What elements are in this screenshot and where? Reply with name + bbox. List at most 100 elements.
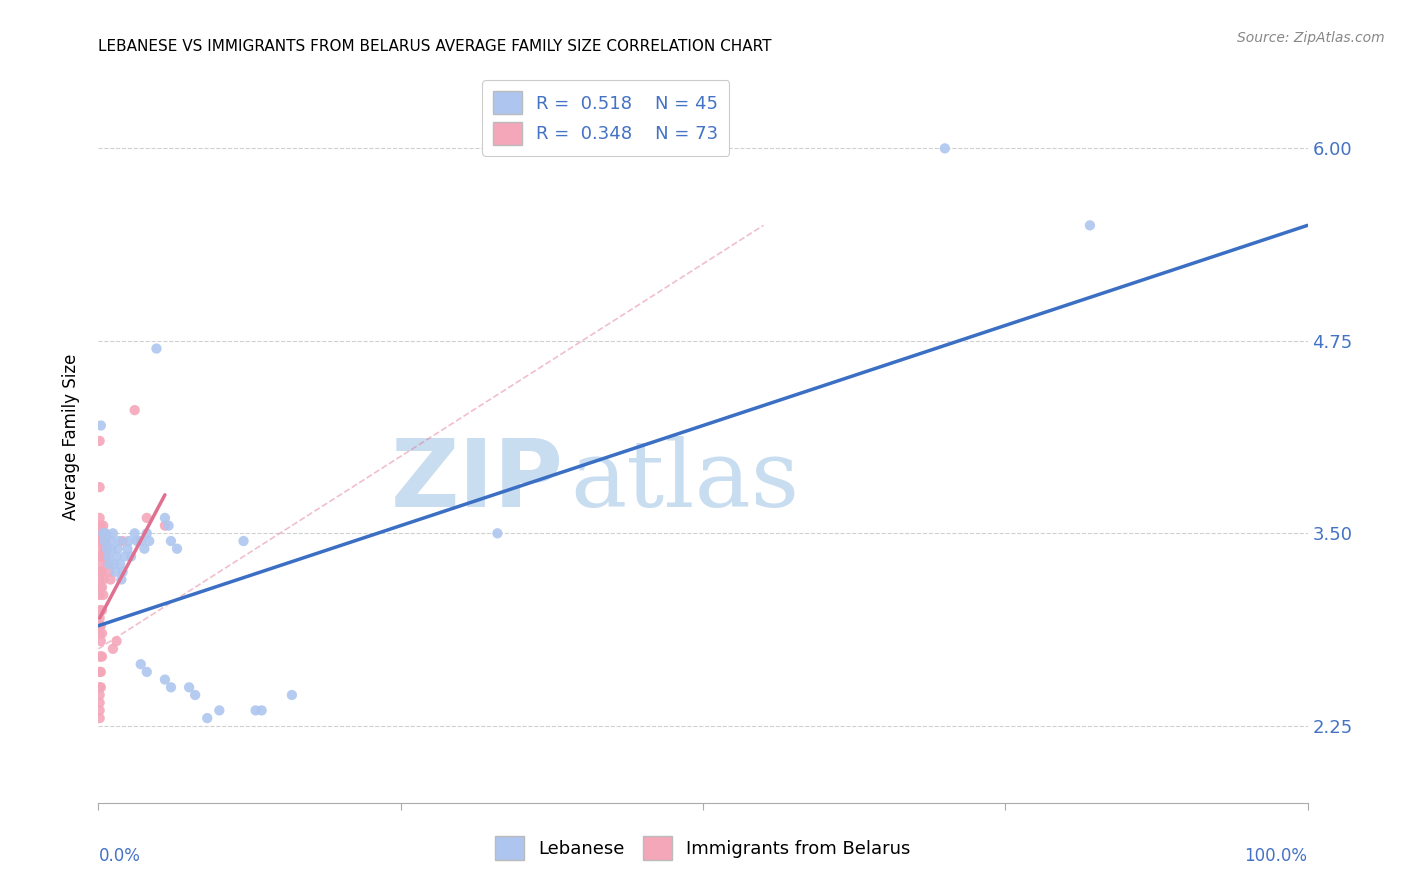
Point <box>129 657 152 672</box>
Text: atlas: atlas <box>569 436 799 526</box>
Point <box>100 573 122 587</box>
Point <box>89 480 111 494</box>
Point <box>89 681 111 695</box>
Point <box>124 403 146 417</box>
Point <box>96 541 118 556</box>
Point <box>91 526 114 541</box>
Point <box>104 565 127 579</box>
Point <box>93 541 115 556</box>
Point <box>100 541 122 556</box>
Text: 0.0%: 0.0% <box>98 847 141 864</box>
Point <box>250 703 273 717</box>
Point <box>89 649 111 664</box>
Point <box>160 681 183 695</box>
Point <box>89 626 111 640</box>
Point <box>114 549 136 564</box>
Point <box>108 534 131 549</box>
Point <box>89 434 111 448</box>
Point <box>91 518 114 533</box>
Point <box>120 549 142 564</box>
Point <box>91 573 114 587</box>
Point <box>94 549 117 564</box>
Point <box>89 696 111 710</box>
Point <box>134 541 156 556</box>
Point <box>91 603 114 617</box>
Point <box>90 649 112 664</box>
Point <box>89 688 111 702</box>
Point <box>89 618 111 632</box>
Point <box>94 526 117 541</box>
Point <box>145 342 167 356</box>
Text: LEBANESE VS IMMIGRANTS FROM BELARUS AVERAGE FAMILY SIZE CORRELATION CHART: LEBANESE VS IMMIGRANTS FROM BELARUS AVER… <box>98 38 772 54</box>
Point <box>89 534 111 549</box>
Legend: Lebanese, Immigrants from Belarus: Lebanese, Immigrants from Belarus <box>488 830 918 867</box>
Point <box>153 518 176 533</box>
Point <box>135 511 157 525</box>
Point <box>107 541 129 556</box>
Point <box>96 541 118 556</box>
Y-axis label: Average Family Size: Average Family Size <box>62 354 80 520</box>
Point <box>232 534 254 549</box>
Point <box>110 573 132 587</box>
Point <box>90 665 112 679</box>
Point <box>486 526 509 541</box>
Point <box>97 557 120 571</box>
Point <box>184 688 207 702</box>
Point <box>89 511 111 525</box>
Point <box>89 703 111 717</box>
Point <box>98 557 121 571</box>
Point <box>166 541 188 556</box>
Point <box>97 549 120 564</box>
Point <box>90 603 112 617</box>
Point <box>108 557 131 571</box>
Point <box>89 611 111 625</box>
Point <box>89 588 111 602</box>
Point <box>138 534 160 549</box>
Point <box>90 565 112 579</box>
Point <box>281 688 304 702</box>
Point <box>208 703 231 717</box>
Point <box>90 541 112 556</box>
Point <box>91 649 114 664</box>
Point <box>91 580 114 594</box>
Point <box>91 565 114 579</box>
Point <box>93 526 115 541</box>
Point <box>90 618 112 632</box>
Point <box>153 673 176 687</box>
Point <box>91 549 114 564</box>
Point <box>111 534 134 549</box>
Point <box>103 557 125 571</box>
Point <box>135 665 157 679</box>
Point <box>89 573 111 587</box>
Point <box>934 141 956 155</box>
Point <box>129 534 152 549</box>
Point <box>1078 219 1101 233</box>
Point <box>157 518 180 533</box>
Point <box>118 534 141 549</box>
Point <box>98 565 121 579</box>
Point <box>124 526 146 541</box>
Point <box>101 526 124 541</box>
Point <box>90 518 112 533</box>
Point <box>160 534 183 549</box>
Point <box>105 549 128 564</box>
Point <box>91 526 114 541</box>
Point <box>89 665 111 679</box>
Point <box>179 681 201 695</box>
Point <box>91 549 114 564</box>
Point <box>100 534 122 549</box>
Point <box>245 703 267 717</box>
Point <box>111 565 134 579</box>
Text: ZIP: ZIP <box>391 435 564 527</box>
Point <box>135 526 157 541</box>
Point <box>90 681 112 695</box>
Point <box>127 534 149 549</box>
Point <box>105 634 128 648</box>
Point <box>90 526 112 541</box>
Point <box>101 641 124 656</box>
Point <box>91 588 114 602</box>
Text: 100.0%: 100.0% <box>1244 847 1308 864</box>
Point <box>90 634 112 648</box>
Point <box>117 541 139 556</box>
Point <box>89 603 111 617</box>
